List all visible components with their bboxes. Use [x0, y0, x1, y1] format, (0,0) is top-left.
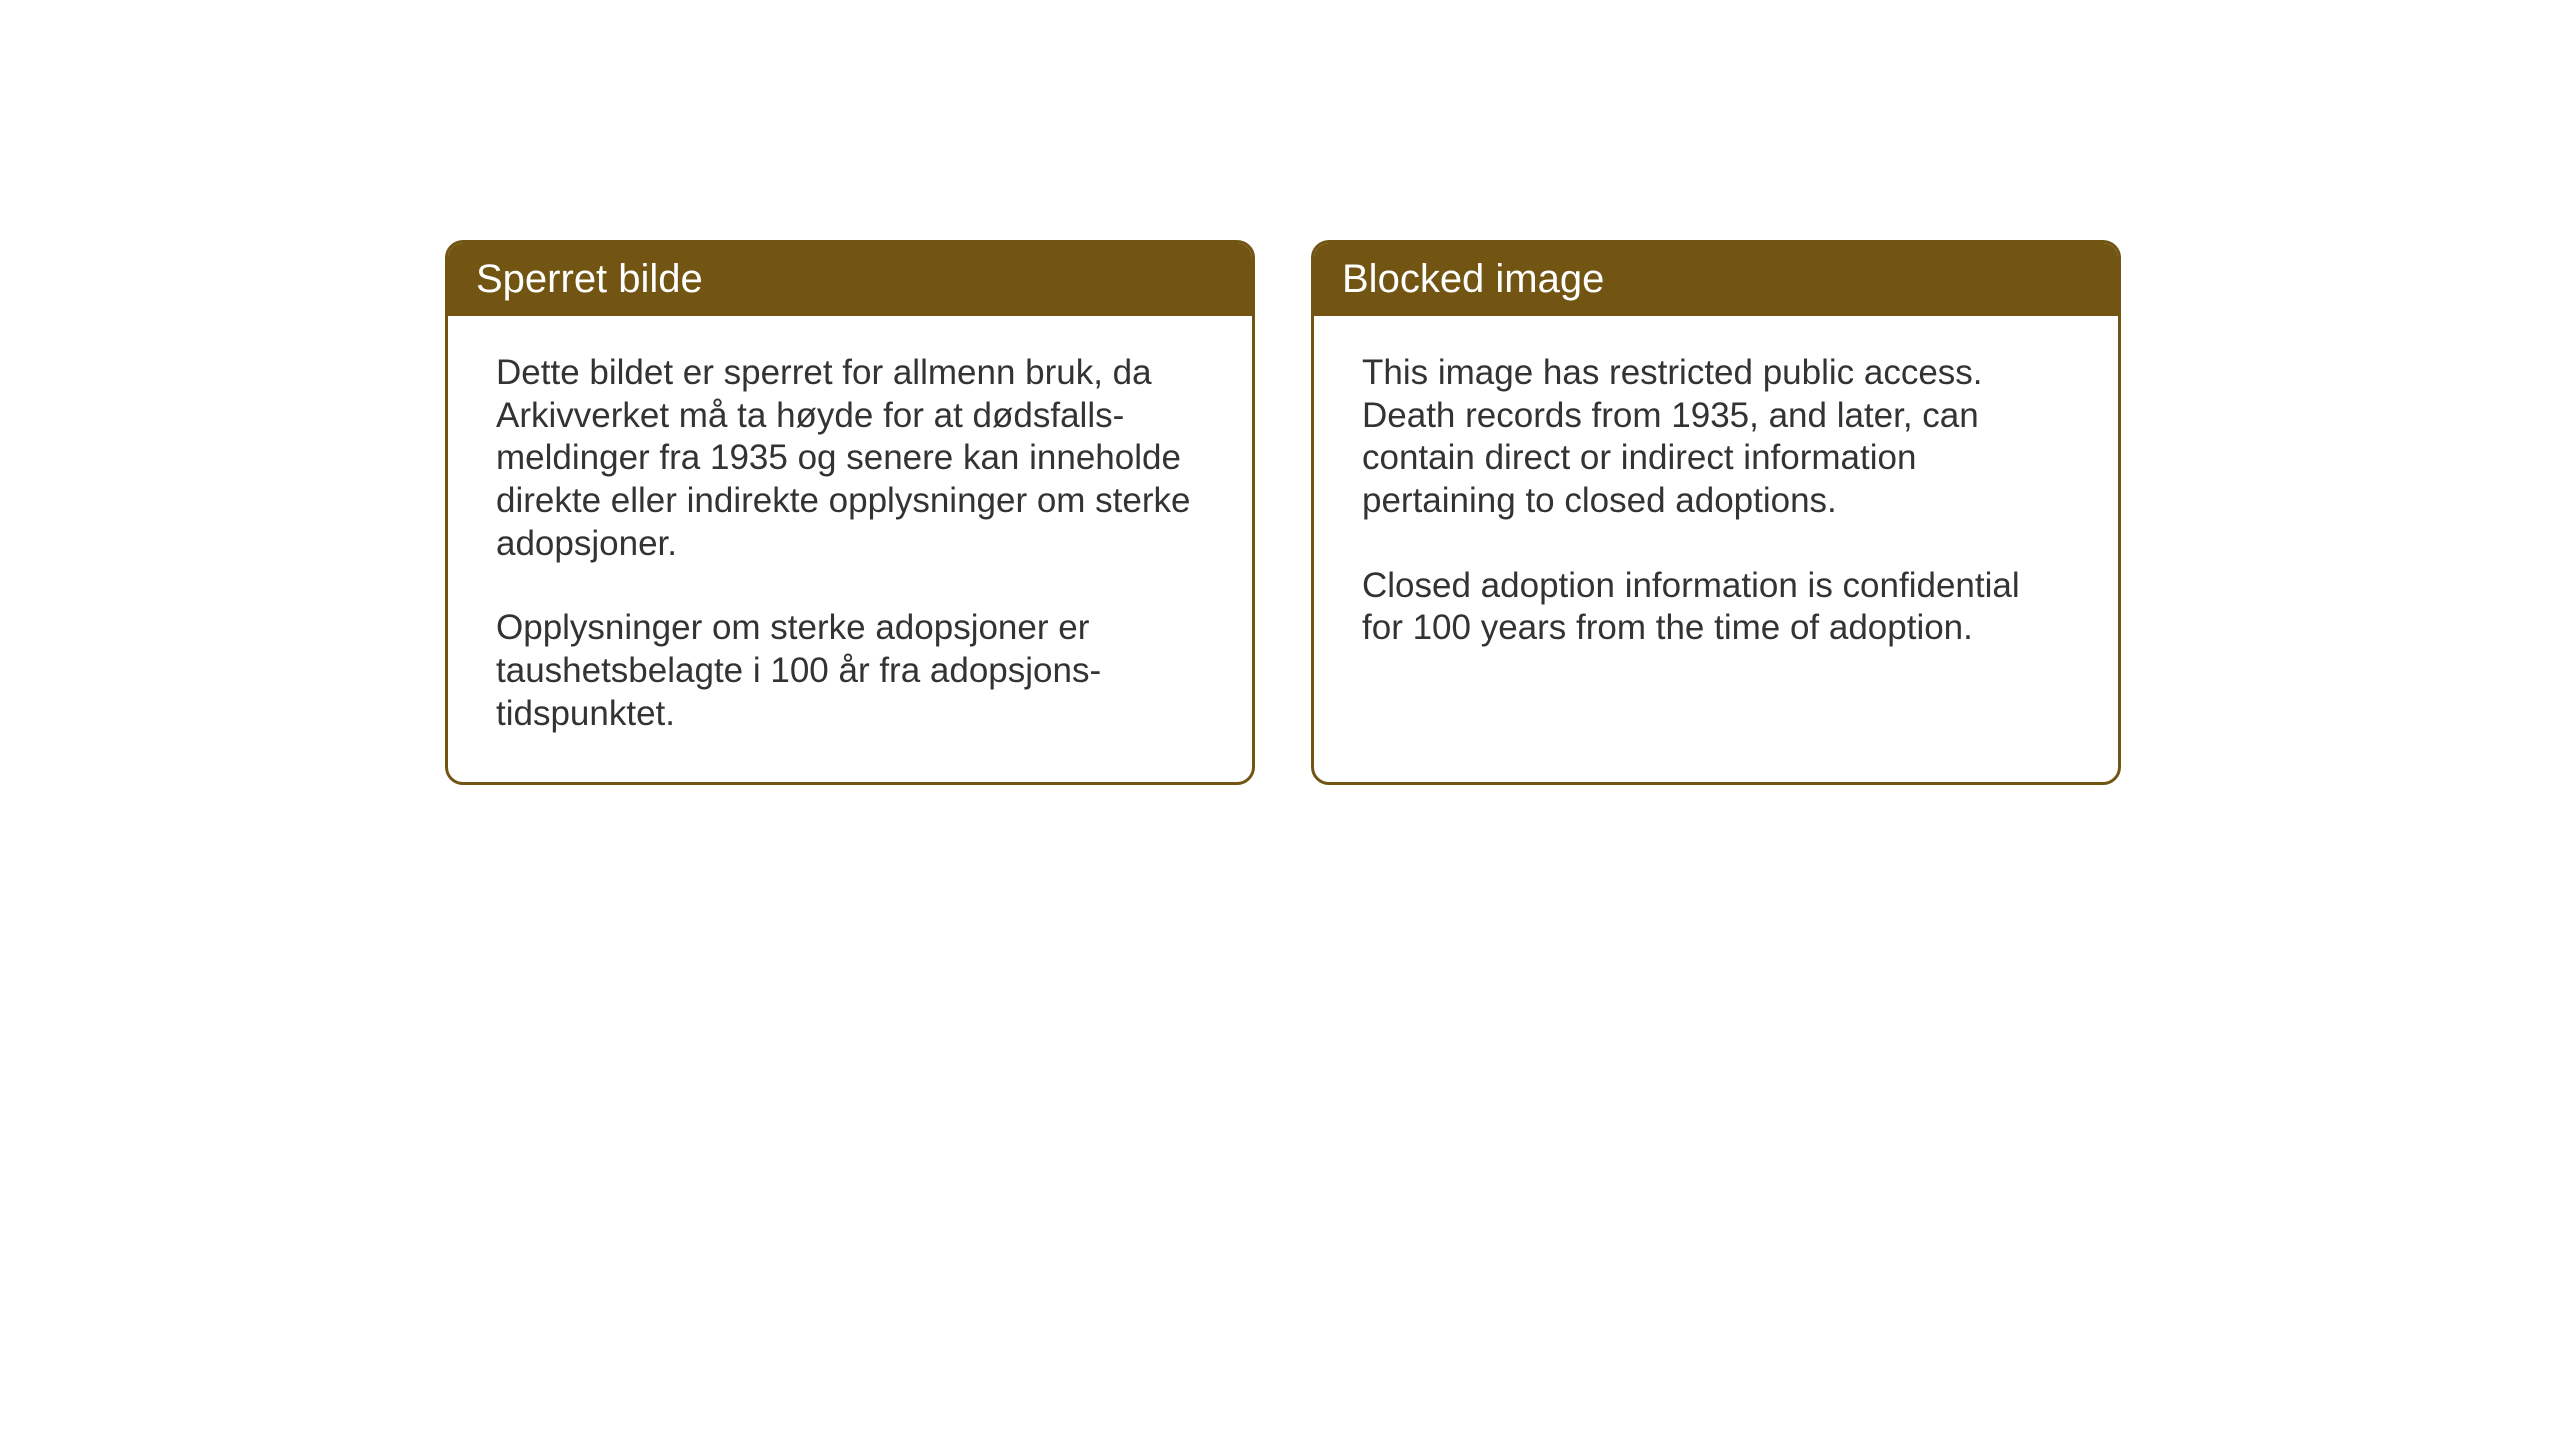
- notice-cards-container: Sperret bilde Dette bildet er sperret fo…: [445, 240, 2121, 785]
- notice-card-norwegian: Sperret bilde Dette bildet er sperret fo…: [445, 240, 1255, 785]
- card-paragraph-2: Closed adoption information is confident…: [1362, 565, 2070, 650]
- card-paragraph-2: Opplysninger om sterke adopsjoner er tau…: [496, 607, 1204, 735]
- card-title: Sperret bilde: [476, 257, 703, 301]
- card-body: Dette bildet er sperret for allmenn bruk…: [448, 316, 1252, 782]
- notice-card-english: Blocked image This image has restricted …: [1311, 240, 2121, 785]
- card-paragraph-1: Dette bildet er sperret for allmenn bruk…: [496, 352, 1204, 565]
- card-title: Blocked image: [1342, 257, 1604, 301]
- card-paragraph-1: This image has restricted public access.…: [1362, 352, 2070, 523]
- card-header: Blocked image: [1314, 243, 2118, 316]
- card-header: Sperret bilde: [448, 243, 1252, 316]
- card-body: This image has restricted public access.…: [1314, 316, 2118, 696]
